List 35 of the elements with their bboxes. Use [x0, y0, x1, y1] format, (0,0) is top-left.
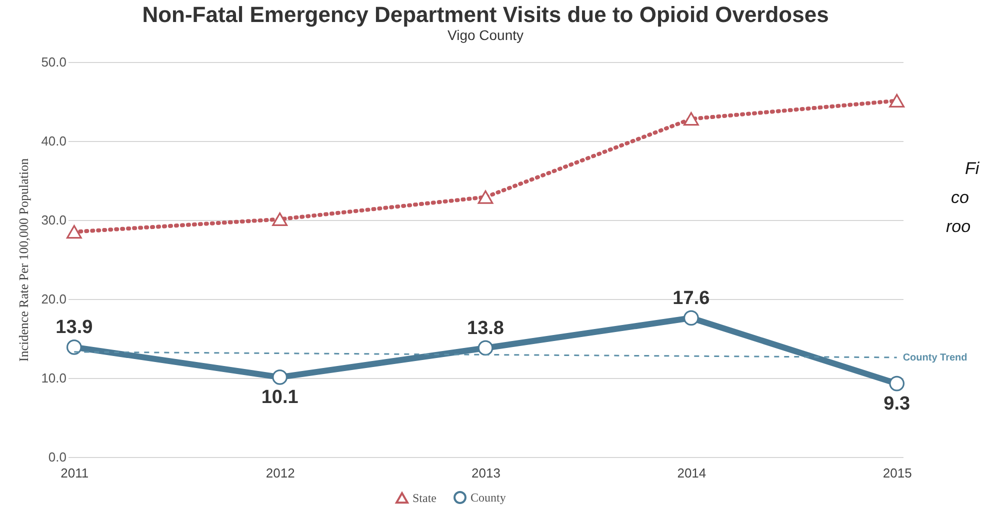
- point: [683, 112, 699, 126]
- point: [889, 94, 905, 108]
- legend-label: County: [470, 490, 506, 505]
- point: [683, 310, 699, 326]
- point: [272, 212, 288, 226]
- series-label: County Trend: [902, 352, 968, 364]
- chart-title: Non-Fatal Emergency Department Visits due to Opioid Overdoses: [142, 2, 829, 27]
- x-tick-label: 2012: [266, 466, 295, 480]
- y-tick-label: 40.0: [41, 134, 66, 148]
- x-tick-label: 2013: [472, 466, 500, 480]
- y-tick-label: 30.0: [41, 212, 66, 228]
- data-label: 13.9: [56, 317, 93, 338]
- x-tick-label: 2015: [882, 466, 912, 480]
- data-label: 13.8: [467, 318, 504, 339]
- y-axis-title: Incidence Rate Per 100,000 Population: [16, 158, 32, 362]
- data-label: 17.6: [672, 288, 710, 309]
- point: [272, 370, 288, 385]
- y-tick-label: 50.0: [41, 54, 66, 70]
- text: Fi: [965, 159, 980, 178]
- legend-label: State: [412, 490, 436, 505]
- y-tick-label: 20.0: [41, 292, 66, 306]
- chart-subtitle: Vigo County: [447, 27, 524, 43]
- x-tick-label: 2014: [677, 466, 706, 480]
- point: [889, 376, 905, 392]
- data-label: 9.3: [884, 394, 910, 415]
- point: [66, 340, 82, 355]
- y-tick-label: 10.0: [41, 370, 66, 386]
- x-tick-label: 2011: [60, 466, 89, 480]
- text: co: [951, 188, 969, 207]
- y-tick-label: 0.0: [48, 450, 66, 464]
- point: [478, 190, 494, 204]
- data-label: 10.1: [261, 387, 299, 408]
- point: [478, 340, 494, 356]
- text: roo: [946, 217, 971, 236]
- point: [66, 225, 82, 239]
